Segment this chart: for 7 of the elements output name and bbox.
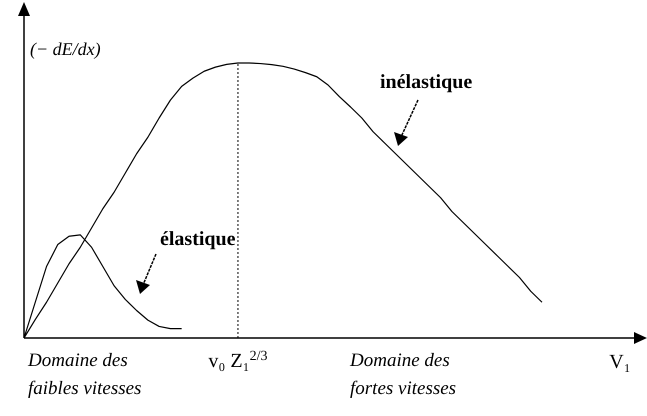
y-axis-title: (− dE/dx) bbox=[30, 39, 101, 59]
text: v₀ Z₁$^{2/3}$ bbox=[208, 348, 268, 372]
text: Domaine des fortes vitesses bbox=[349, 350, 456, 399]
x-axis-title: V₁ bbox=[609, 351, 631, 373]
text: Domaine des faibles vitesses bbox=[27, 350, 142, 399]
text: élastique bbox=[160, 228, 236, 250]
series-label: inélastique bbox=[380, 71, 472, 93]
